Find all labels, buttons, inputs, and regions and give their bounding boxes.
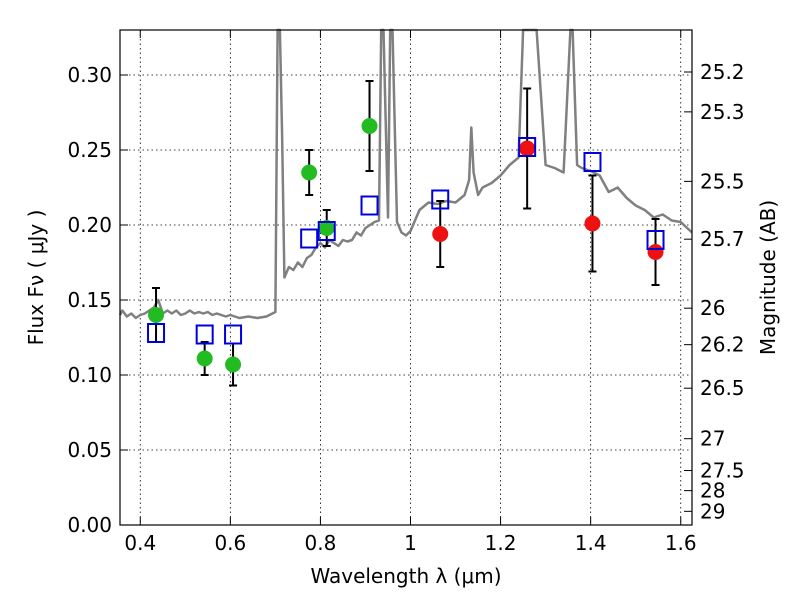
model-square bbox=[300, 228, 319, 249]
model-square bbox=[224, 324, 243, 345]
model-square bbox=[518, 137, 537, 157]
x-axis-title: Wavelength λ (μm) bbox=[310, 564, 501, 588]
x-tick-label: 0.6 bbox=[214, 531, 246, 555]
green-data-point bbox=[361, 118, 378, 134]
grid-lines bbox=[120, 30, 692, 526]
model-square bbox=[360, 195, 379, 216]
x-tick-label: 0.8 bbox=[305, 531, 337, 555]
spectrum-line bbox=[118, 28, 693, 320]
model-square bbox=[195, 324, 214, 345]
y-tick-label: 0.05 bbox=[67, 438, 112, 462]
y-tick-label: 0.00 bbox=[67, 513, 112, 537]
green-data-point bbox=[318, 220, 335, 236]
right-tick-label: 25.2 bbox=[700, 60, 745, 84]
y-tick-label: 0.30 bbox=[67, 63, 112, 87]
x-tick-label: 0.4 bbox=[124, 531, 156, 555]
right-tick-label: 26 bbox=[700, 296, 725, 320]
error-bar-layer bbox=[152, 80, 660, 387]
x-tick-label: 1.2 bbox=[485, 531, 517, 555]
y-tick-label: 0.20 bbox=[67, 213, 112, 237]
x-tick-label: 1 bbox=[404, 531, 417, 555]
red-data-point bbox=[584, 215, 601, 232]
right-tick-label: 26.2 bbox=[700, 333, 745, 357]
green-data-point bbox=[148, 307, 165, 323]
model-square bbox=[317, 221, 336, 241]
model-square bbox=[431, 189, 450, 210]
right-tick-label: 28 bbox=[700, 479, 725, 503]
x-tick-label: 1.4 bbox=[575, 531, 607, 555]
plot-frame bbox=[119, 29, 693, 526]
spectrum-line-layer bbox=[118, 28, 693, 320]
red-data-point bbox=[647, 244, 664, 260]
right-tick-label: 27.5 bbox=[700, 459, 745, 483]
model-square bbox=[147, 323, 166, 343]
right-tick-label: 26.5 bbox=[700, 376, 745, 400]
right-axis-title: Magnitude (AB) bbox=[756, 200, 780, 355]
tick-layer: 0.4 0.6 0.8 1 1.2 1.4 1.6 0.00 0.05 0.10 0.15 0.20 0… bbox=[67, 30, 745, 555]
green-data-point bbox=[196, 350, 213, 367]
right-tick-label: 25.5 bbox=[700, 169, 745, 193]
model-square bbox=[583, 152, 602, 172]
right-tick-label: 25.3 bbox=[700, 100, 745, 124]
x-tick-label: 1.6 bbox=[665, 531, 697, 555]
green-data-point bbox=[301, 164, 318, 181]
red-data-point bbox=[432, 226, 449, 242]
model-square-layer bbox=[147, 137, 665, 345]
right-tick-label: 29 bbox=[700, 499, 725, 523]
y-tick-label: 0.15 bbox=[67, 288, 112, 312]
model-square bbox=[646, 230, 665, 250]
y-axis-title: Flux Fν ( μJy ) bbox=[24, 210, 48, 346]
points-layer bbox=[148, 118, 664, 373]
y-tick-label: 0.10 bbox=[67, 363, 112, 387]
y-tick-label: 0.25 bbox=[67, 138, 112, 162]
green-data-point bbox=[225, 356, 242, 373]
right-tick-label: 27 bbox=[700, 427, 725, 451]
red-data-point bbox=[519, 140, 536, 157]
right-tick-label: 25.7 bbox=[700, 227, 745, 251]
